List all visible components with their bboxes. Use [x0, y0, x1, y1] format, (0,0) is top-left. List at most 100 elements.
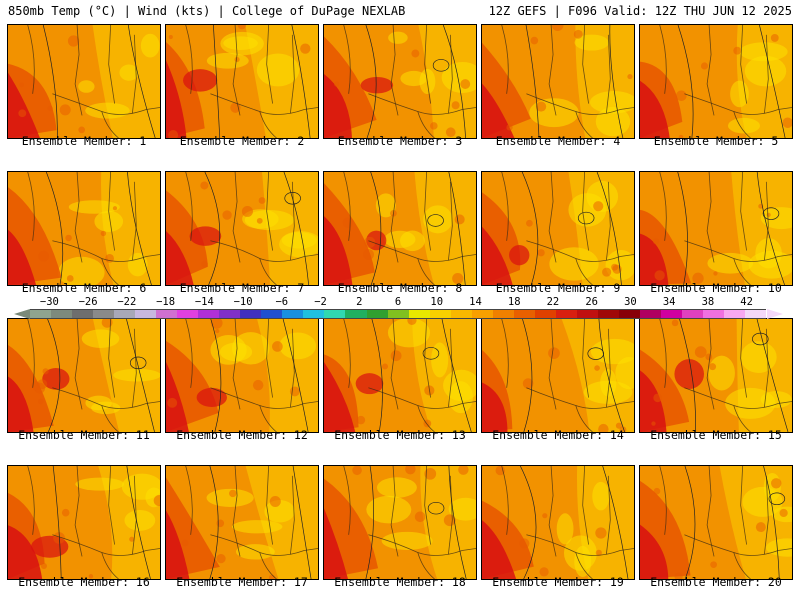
ensemble-member-label: Ensemble Member: 6	[21, 281, 147, 295]
map-boundary	[343, 172, 351, 241]
warm-speckle	[779, 508, 788, 518]
ensemble-member-panel	[481, 465, 635, 580]
cool-patch	[256, 53, 300, 87]
hottest-region	[482, 382, 508, 432]
map-boundary	[706, 25, 715, 116]
map-boundary	[548, 172, 557, 263]
warm-speckle	[269, 496, 281, 508]
warm-speckle	[272, 341, 283, 352]
map-boundary	[185, 319, 193, 388]
colorbar-swatch	[408, 310, 430, 318]
warm-speckle	[755, 522, 766, 533]
temperature-map	[482, 466, 634, 579]
hottest-region	[482, 83, 515, 138]
temperature-contour	[677, 25, 694, 138]
warm-speckle	[602, 267, 612, 277]
map-boundary	[108, 319, 115, 398]
warm-speckle	[674, 572, 683, 579]
warm-speckle	[59, 104, 71, 116]
warm-speckle	[595, 549, 602, 556]
warm-speckle	[615, 422, 623, 429]
warm-speckle	[542, 513, 548, 519]
map-boundary	[343, 319, 351, 388]
temperature-contour	[365, 25, 377, 138]
map-boundary	[185, 466, 193, 535]
cooler-region	[245, 466, 318, 579]
colorbar-tick-label: 6	[394, 296, 402, 308]
cool-patch	[730, 80, 749, 108]
temperature-contour	[292, 466, 312, 579]
warm-speckle	[258, 197, 266, 204]
temperature-map	[640, 172, 792, 285]
cool-patch	[443, 369, 476, 402]
cool-patch	[423, 205, 453, 234]
hottest-region	[166, 361, 189, 432]
cool-patch	[755, 238, 782, 269]
closed-contour	[752, 332, 769, 346]
ensemble-member-panel	[7, 171, 161, 286]
map-boundary	[289, 475, 295, 555]
hottest-region	[640, 370, 667, 432]
colorbar-swatch	[724, 310, 746, 318]
colorbar-tick-label: −14	[194, 296, 214, 308]
map-boundary	[27, 319, 35, 388]
map-boundary	[575, 552, 593, 579]
warm-speckle	[38, 250, 50, 262]
warm-speckle	[653, 487, 661, 495]
colorbar-swatch	[555, 310, 577, 318]
warm-speckle	[105, 253, 114, 263]
map-boundary	[417, 111, 435, 138]
colorbar-swatch	[51, 310, 73, 318]
hot-core	[674, 359, 705, 389]
warm-speckle	[700, 62, 709, 70]
map-boundary	[27, 25, 35, 94]
cool-patch	[119, 64, 139, 81]
colorbar-swatch	[745, 310, 767, 318]
temperature-map	[8, 466, 160, 579]
hottest-region	[324, 216, 353, 285]
temperature-map	[166, 319, 318, 432]
temperature-contour	[596, 172, 622, 285]
cool-patch	[431, 342, 449, 378]
hottest-region	[324, 74, 352, 138]
map-boundary	[575, 405, 593, 432]
temperature-map	[324, 25, 476, 138]
map-boundary	[447, 328, 453, 408]
warm-speckle	[454, 214, 465, 225]
warm-speckle	[38, 398, 44, 405]
map-boundary	[390, 25, 399, 116]
cool-patch	[381, 531, 433, 550]
ensemble-member-panel	[639, 465, 793, 580]
cool-patch	[600, 369, 617, 397]
cool-patch	[595, 106, 631, 137]
cool-patch	[85, 102, 130, 119]
hottest-region	[482, 520, 517, 579]
warm-speckle	[216, 519, 225, 528]
map-boundary	[706, 466, 715, 557]
hot-core	[42, 368, 70, 390]
map-boundary	[266, 466, 273, 545]
warm-speckle	[241, 205, 253, 217]
temperature-contour	[756, 172, 785, 285]
temperature-map	[8, 172, 160, 285]
temperature-contour	[210, 319, 222, 432]
temperature-map	[324, 466, 476, 579]
warm-speckle	[548, 347, 560, 359]
map-boundary	[733, 111, 751, 138]
colorbar-tick-label: 34	[662, 296, 676, 308]
warm-speckle	[382, 363, 389, 370]
colorbar-swatch	[93, 310, 115, 318]
map-boundary	[27, 172, 35, 241]
map-boundary	[447, 475, 453, 555]
ensemble-member-panel	[7, 465, 161, 580]
colorbar-swatch	[198, 310, 220, 318]
warm-speckle	[252, 379, 264, 391]
ensemble-member-label: Ensemble Member: 17	[176, 575, 308, 589]
temperature-contour	[679, 319, 696, 432]
map-boundary	[424, 25, 431, 104]
warm-speckle	[300, 43, 311, 54]
warm-speckle	[19, 82, 24, 88]
temperature-map	[640, 319, 792, 432]
ensemble-member-panel	[165, 24, 319, 139]
map-boundary	[343, 25, 351, 94]
